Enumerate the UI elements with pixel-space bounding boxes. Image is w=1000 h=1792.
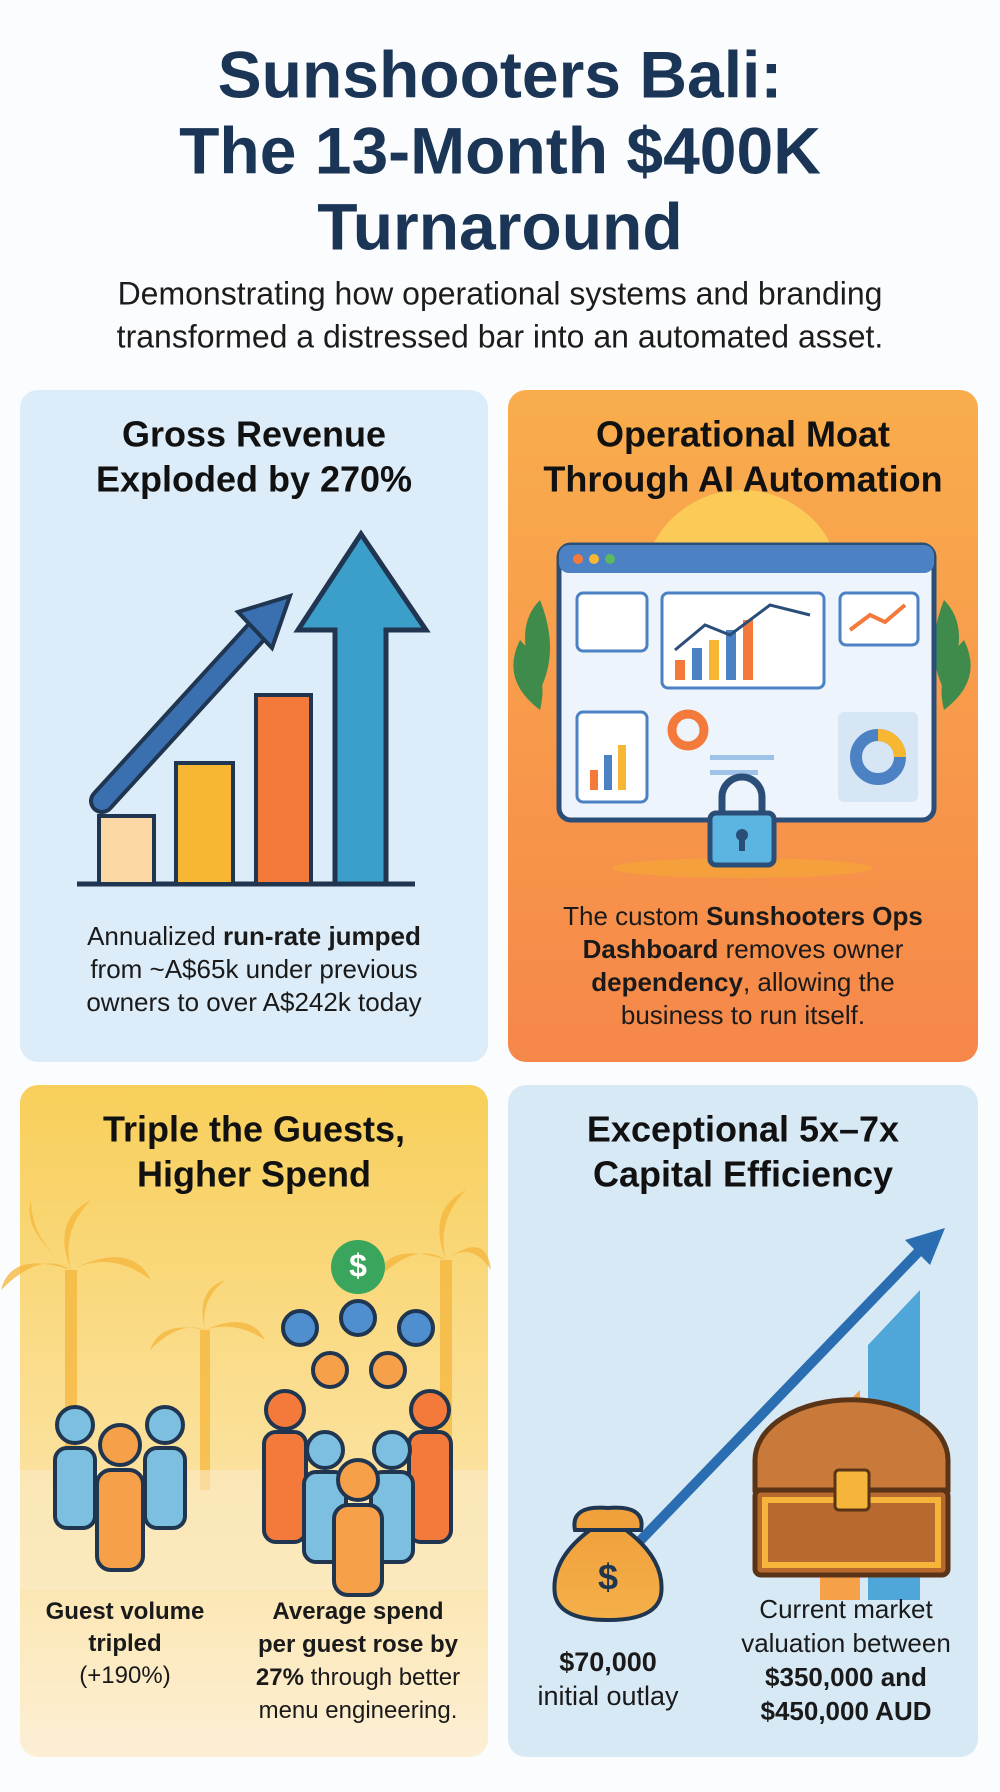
card-text: owners to over A$242k today: [86, 987, 421, 1017]
text-segment: Guest volume: [46, 1598, 205, 1625]
card-title: Through AI Automation: [543, 459, 942, 500]
bag-symbol: $: [598, 1557, 618, 1598]
card-text: tripled: [88, 1630, 161, 1657]
text-segment: The custom: [563, 901, 706, 931]
text-segment: Annualized: [87, 921, 223, 951]
page-title: Sunshooters Bali:: [218, 37, 783, 111]
card-text: menu engineering.: [259, 1697, 458, 1724]
card-text: Guest volume: [46, 1598, 205, 1625]
page-title: Turnaround: [317, 189, 682, 263]
text-segment: $450,000 AUD: [760, 1696, 931, 1726]
card-text: Dashboard removes owner: [583, 934, 904, 964]
coin-symbol: $: [349, 1247, 367, 1283]
text-segment: $350,000 and: [765, 1662, 927, 1692]
text-segment: removes owner: [718, 934, 903, 964]
text-segment: 27%: [256, 1664, 304, 1691]
card-text: The custom Sunshooters Ops: [563, 901, 923, 931]
text-segment: owners to over A$242k today: [86, 987, 421, 1017]
card-text: from ~A$65k under previous: [90, 954, 417, 984]
card-text: per guest rose by: [258, 1631, 459, 1658]
card-text: valuation between: [741, 1628, 951, 1658]
card-title: Capital Efficiency: [593, 1154, 893, 1195]
text-segment: $70,000: [559, 1647, 657, 1677]
text-segment: dependency: [591, 967, 743, 997]
text-segment: initial outlay: [537, 1681, 679, 1711]
text-segment: through better: [304, 1664, 460, 1691]
text-segment: tripled: [88, 1630, 161, 1657]
card-text: business to run itself.: [621, 1000, 865, 1030]
dashboard-illustration: [513, 490, 971, 878]
card-text: initial outlay: [537, 1681, 679, 1711]
text-segment: business to run itself.: [621, 1000, 865, 1030]
card-title: Exploded by 270%: [96, 459, 412, 500]
text-segment: Dashboard: [583, 934, 719, 964]
text-segment: from ~A$65k under previous: [90, 954, 417, 984]
text-segment: Sunshooters Ops: [706, 901, 923, 931]
text-segment: menu engineering.: [259, 1697, 458, 1724]
card-text: $350,000 and: [765, 1662, 927, 1692]
card-text: $450,000 AUD: [760, 1696, 931, 1726]
card-title: Triple the Guests,: [103, 1109, 405, 1150]
card-text: Annualized run-rate jumped: [87, 921, 421, 951]
card-text: dependency, allowing the: [591, 967, 894, 997]
card-title: Operational Moat: [596, 414, 890, 455]
card-title: Exceptional 5x–7x: [587, 1109, 899, 1150]
page-title: The 13-Month $400K: [179, 113, 821, 187]
text-segment: , allowing the: [743, 967, 895, 997]
text-segment: (+190%): [79, 1662, 170, 1689]
growth-illustration: [77, 529, 431, 887]
efficiency-illustration: [552, 1228, 951, 1623]
text-segment: run-rate jumped: [223, 921, 421, 951]
text-segment: Current market: [759, 1594, 933, 1624]
text-segment: per guest rose by: [258, 1631, 459, 1658]
page-subtitle: transformed a distressed bar into an aut…: [117, 318, 884, 354]
page-subtitle: Demonstrating how operational systems an…: [118, 275, 883, 311]
guests-illustration: [1, 1190, 491, 1597]
text-segment: Average spend: [272, 1598, 443, 1625]
card-text: Current market: [759, 1594, 933, 1624]
card-title: Gross Revenue: [122, 414, 386, 455]
card-title: Higher Spend: [137, 1154, 371, 1195]
card-text: 27% through better: [256, 1664, 460, 1691]
card-text: $70,000: [559, 1647, 657, 1677]
card-text: (+190%): [79, 1662, 170, 1689]
text-segment: valuation between: [741, 1628, 951, 1658]
card-text: Average spend: [272, 1598, 443, 1625]
